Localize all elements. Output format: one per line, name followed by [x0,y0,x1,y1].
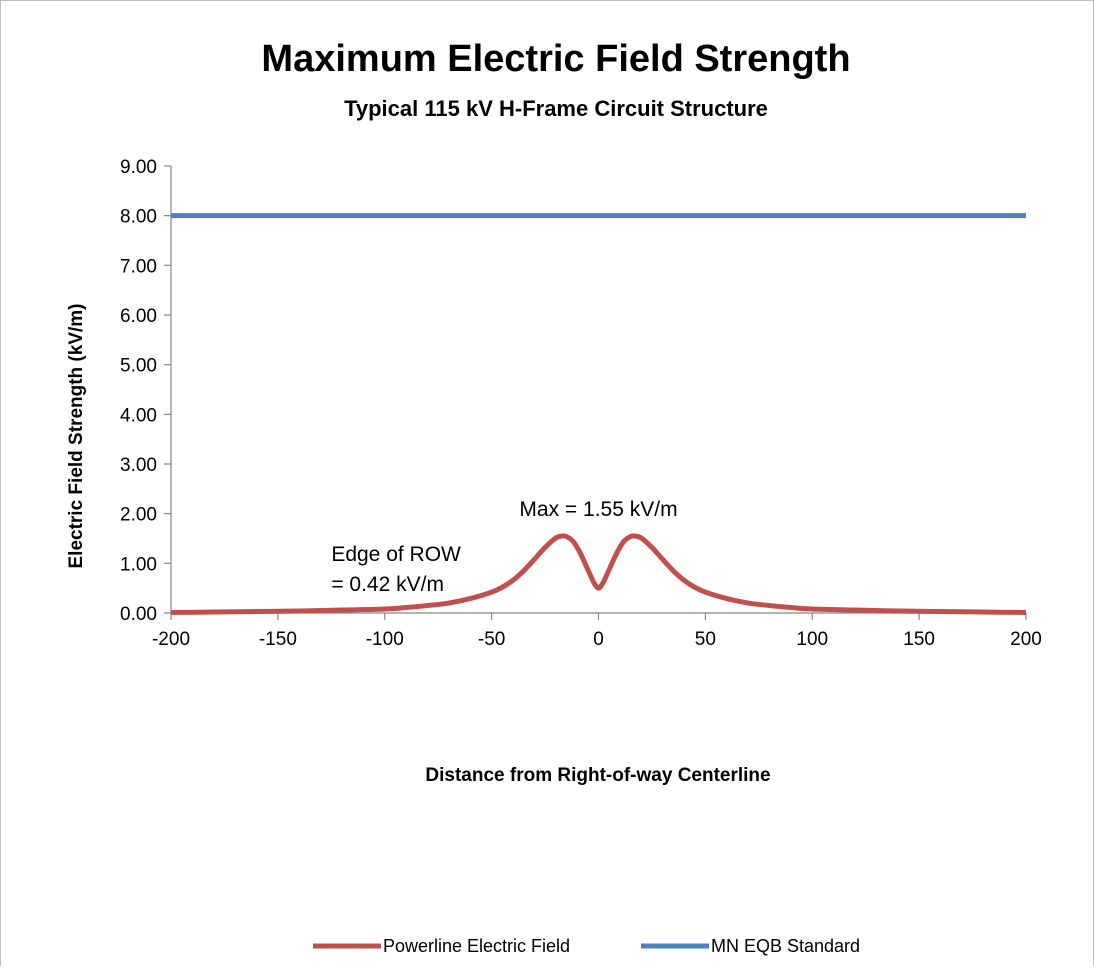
legend-label-mn-eqb-standard: MN EQB Standard [711,936,860,956]
annotation-label: Edge of ROW [331,543,461,566]
axes [164,165,1027,620]
x-tick-label: 150 [903,629,935,650]
annotation-label: = 0.42 kV/m [331,573,444,596]
y-tick-label: 6.00 [120,306,157,327]
y-tick-label: 2.00 [120,505,157,526]
x-tick-label: -200 [152,629,190,650]
y-tick-label: 3.00 [120,455,157,476]
legend: Powerline Electric Field MN EQB Standard [313,936,860,956]
y-tick-label: 0.00 [120,604,157,625]
y-tick-label: 5.00 [120,356,157,377]
x-axis-title: Distance from Right-of-way Centerline [425,765,770,786]
y-tick-label: 8.00 [120,207,157,228]
annotation-label: Max = 1.55 kV/m [519,498,677,521]
series-layer [170,213,1027,616]
x-tick-label: -50 [478,629,505,650]
y-tick-label: 7.00 [120,256,157,277]
x-tick-label: 200 [1010,629,1042,650]
chart-title: Maximum Electric Field Strength [261,38,850,80]
legend-label-powerline-electric-field: Powerline Electric Field [383,936,570,956]
series-line-powerline-electric-field [170,533,1027,616]
y-tick-label: 9.00 [120,157,157,178]
tick-labels: 0.00 1.00 2.00 3.00 4.00 5.00 6.00 7.00 8.00 9.00… [120,157,1042,650]
chart-subtitle: Typical 115 kV H-Frame Circuit Structure [344,96,768,121]
x-tick-label: -150 [259,629,297,650]
y-tick-label: 1.00 [120,554,157,575]
annotation-layer: Max = 1.55 kV/m Edge of ROW = 0.42 kV/m [331,498,677,596]
y-axis-title: Electric Field Strength (kV/m) [66,304,87,569]
x-tick-label: 50 [695,629,716,650]
x-tick-label: 100 [796,629,828,650]
x-tick-label: -100 [366,629,404,650]
x-tick-label: 0 [593,629,604,650]
y-tick-label: 4.00 [120,405,157,426]
